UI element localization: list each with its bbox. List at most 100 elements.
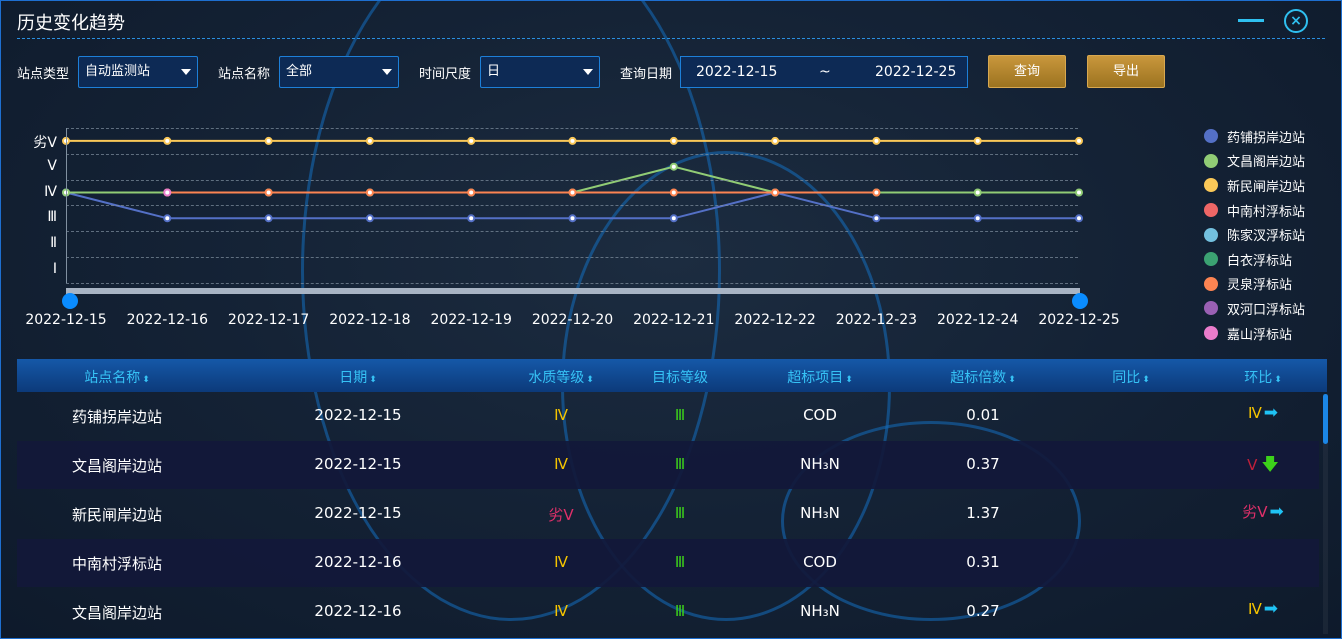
target-grade: Ⅲ xyxy=(674,553,686,571)
zoom-slider[interactable] xyxy=(66,288,1080,294)
data-point[interactable] xyxy=(1075,188,1083,197)
table-row[interactable]: 药铺拐岸边站 2022-12-15 Ⅳ Ⅲ COD 0.01 Ⅳ ➡ xyxy=(17,392,1319,440)
column-header[interactable]: 日期 ⬍ xyxy=(339,367,377,387)
legend-item[interactable]: 双河口浮标站 xyxy=(1204,296,1305,321)
data-point[interactable] xyxy=(1075,136,1083,145)
x-tick-label: 2022-12-25 xyxy=(1038,312,1120,328)
legend-item[interactable]: 白衣浮标站 xyxy=(1204,247,1305,272)
column-header[interactable]: 环比 ⬍ xyxy=(1244,367,1282,387)
exceed-item: NH₃N xyxy=(800,602,840,620)
date: 2022-12-15 xyxy=(314,455,402,473)
data-point[interactable] xyxy=(872,136,881,145)
table-row[interactable]: 文昌阁岸边站 2022-12-15 Ⅳ Ⅲ NH₃N 0.37 Ⅴ 🡇 xyxy=(17,441,1319,489)
data-point[interactable] xyxy=(1075,214,1083,223)
data-point[interactable] xyxy=(264,214,273,223)
data-point[interactable] xyxy=(365,188,374,197)
column-header[interactable]: 同比 ⬍ xyxy=(1112,367,1150,387)
close-icon[interactable]: × xyxy=(1284,9,1308,33)
data-point[interactable] xyxy=(872,188,881,197)
column-header[interactable]: 超标倍数 ⬍ xyxy=(950,367,1016,387)
date-range-input[interactable]: 2022-12-15 ~ 2022-12-25 xyxy=(680,56,968,88)
legend-item[interactable]: 陈家汊浮标站 xyxy=(1204,222,1305,247)
column-header[interactable]: 超标项目 ⬍ xyxy=(787,367,853,387)
time-scale-select[interactable]: 日 xyxy=(480,56,600,88)
y-tick-label: Ⅳ xyxy=(44,183,57,200)
legend-item[interactable]: 药铺拐岸边站 xyxy=(1204,124,1305,149)
data-point[interactable] xyxy=(771,136,780,145)
data-point[interactable] xyxy=(669,136,678,145)
date-start[interactable]: 2022-12-15 xyxy=(696,64,778,80)
minimize-icon[interactable] xyxy=(1238,19,1264,22)
export-button[interactable]: 导出 xyxy=(1087,55,1165,88)
exceed-multiple: 0.37 xyxy=(966,455,1000,473)
data-point[interactable] xyxy=(568,136,577,145)
station-name: 药铺拐岸边站 xyxy=(71,408,163,426)
slider-start-handle[interactable] xyxy=(62,293,78,309)
data-point[interactable] xyxy=(669,188,678,197)
sort-icon[interactable]: ⬍ xyxy=(142,375,150,385)
column-header-label: 环比 xyxy=(1244,370,1273,386)
table-row[interactable]: 中南村浮标站 2022-12-16 Ⅳ Ⅲ COD 0.31 xyxy=(17,539,1319,587)
data-point[interactable] xyxy=(264,188,273,197)
sort-icon[interactable]: ⬍ xyxy=(586,375,594,385)
table-row[interactable]: 文昌阁岸边站 2022-12-16 Ⅳ Ⅲ NH₃N 0.27 Ⅳ ➡ xyxy=(17,588,1319,636)
data-point[interactable] xyxy=(771,188,780,197)
scrollbar-thumb[interactable] xyxy=(1323,394,1328,444)
column-header[interactable]: 目标等级 xyxy=(652,367,708,387)
x-tick-label: 2022-12-15 xyxy=(25,312,107,328)
data-point[interactable] xyxy=(163,188,172,197)
data-point[interactable] xyxy=(973,188,982,197)
legend-item[interactable]: 新民闸岸边站 xyxy=(1204,173,1305,198)
data-point[interactable] xyxy=(467,136,476,145)
arrow-down-icon: 🡇 xyxy=(1261,455,1279,475)
sort-icon[interactable]: ⬍ xyxy=(1142,375,1150,385)
exceed-item: COD xyxy=(803,406,837,424)
y-tick-label: Ⅴ xyxy=(47,157,57,174)
data-point[interactable] xyxy=(163,136,172,145)
data-point[interactable] xyxy=(669,162,678,171)
legend-item[interactable]: 文昌阁岸边站 xyxy=(1204,149,1305,174)
sort-icon[interactable]: ⬍ xyxy=(845,375,853,385)
data-point[interactable] xyxy=(365,214,374,223)
data-point[interactable] xyxy=(973,214,982,223)
legend-item[interactable]: 嘉山浮标站 xyxy=(1204,321,1305,346)
data-point[interactable] xyxy=(568,188,577,197)
sort-icon[interactable]: ⬍ xyxy=(1274,375,1282,385)
chart-plot xyxy=(62,136,1083,223)
station-type-select[interactable]: 自动监测站 xyxy=(78,56,198,88)
date-end[interactable]: 2022-12-25 xyxy=(875,64,957,80)
column-header[interactable]: 水质等级 ⬍ xyxy=(528,367,594,387)
legend-label: 文昌阁岸边站 xyxy=(1227,155,1306,171)
legend-item[interactable]: 中南村浮标站 xyxy=(1204,198,1305,223)
column-header[interactable]: 站点名称 ⬍ xyxy=(84,367,150,387)
data-point[interactable] xyxy=(568,214,577,223)
data-point[interactable] xyxy=(365,136,374,145)
scrollbar[interactable] xyxy=(1323,394,1328,634)
data-point[interactable] xyxy=(163,214,172,223)
mom-grade: 劣Ⅴ xyxy=(1242,503,1268,521)
station-name: 文昌阁岸边站 xyxy=(71,604,163,622)
sort-icon[interactable]: ⬍ xyxy=(1008,375,1016,385)
station-name: 文昌阁岸边站 xyxy=(71,457,163,475)
station-name-select[interactable]: 全部 xyxy=(279,56,399,88)
data-point[interactable] xyxy=(467,188,476,197)
legend-dot-icon xyxy=(1204,301,1218,316)
date: 2022-12-15 xyxy=(314,504,402,522)
legend-dot-icon xyxy=(1204,252,1218,267)
data-point[interactable] xyxy=(669,214,678,223)
legend-dot-icon xyxy=(1204,129,1218,144)
data-point[interactable] xyxy=(264,136,273,145)
query-button[interactable]: 查询 xyxy=(988,55,1066,88)
legend-dot-icon xyxy=(1204,178,1218,193)
data-point[interactable] xyxy=(467,214,476,223)
data-point[interactable] xyxy=(973,136,982,145)
data-point[interactable] xyxy=(872,214,881,223)
sort-icon[interactable]: ⬍ xyxy=(369,375,377,385)
exceed-item: NH₃N xyxy=(800,504,840,522)
slider-end-handle[interactable] xyxy=(1072,293,1088,309)
station-name-value: 全部 xyxy=(286,64,313,79)
legend-item[interactable]: 灵泉浮标站 xyxy=(1204,272,1305,297)
table-row[interactable]: 新民闸岸边站 2022-12-15 劣Ⅴ Ⅲ NH₃N 1.37 劣Ⅴ ➡ xyxy=(17,490,1319,538)
x-tick-label: 2022-12-17 xyxy=(227,312,310,328)
